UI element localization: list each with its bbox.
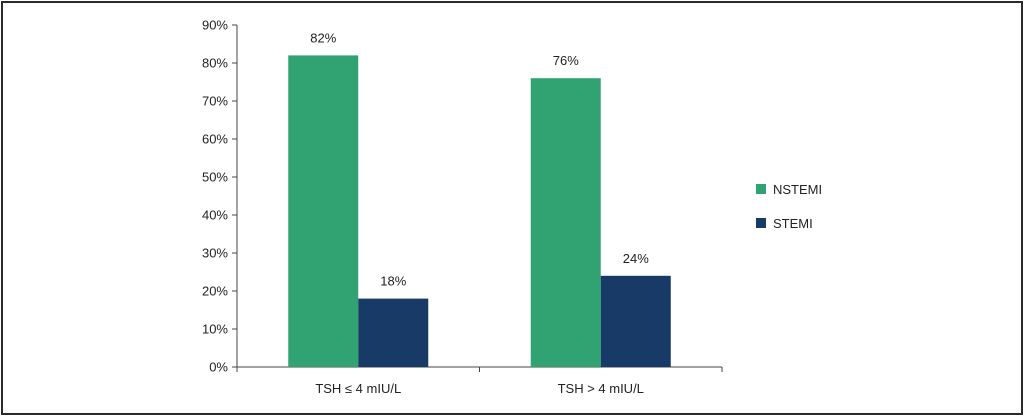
data-label: 76%: [553, 53, 579, 68]
y-tick-label: 60%: [202, 132, 228, 147]
bar-stemi-0: [358, 298, 429, 367]
legend-label-stemi: STEMI: [773, 216, 813, 231]
y-tick-label: 30%: [202, 246, 228, 261]
y-tick-label: 70%: [202, 94, 228, 109]
x-tick-label: TSH ≤ 4 mIU/L: [315, 381, 401, 396]
y-tick-label: 20%: [202, 284, 228, 299]
x-axis: TSH ≤ 4 mIU/L TSH > 4 mIU/L: [236, 366, 723, 396]
bar-nstemi-1: [530, 78, 601, 367]
legend: NSTEMI STEMI: [756, 182, 822, 231]
y-tick-label: 40%: [202, 208, 228, 223]
bars: 82% 18% 76% 24%: [288, 30, 671, 368]
y-tick-label: 80%: [202, 56, 228, 71]
data-label: 24%: [623, 251, 649, 266]
data-label: 18%: [380, 274, 406, 289]
legend-swatch-nstemi: [756, 184, 766, 194]
data-label: 82%: [310, 30, 336, 45]
y-tick-label: 10%: [202, 322, 228, 337]
y-tick-label: 50%: [202, 170, 228, 185]
bar-stemi-1: [600, 275, 671, 367]
y-tick-label: 90%: [202, 18, 228, 33]
legend-label-nstemi: NSTEMI: [773, 182, 822, 197]
x-tick-label: TSH > 4 mIU/L: [558, 381, 644, 396]
y-tick-label: 0%: [209, 360, 228, 375]
y-axis: 0% 10% 20% 30% 40% 50% 60% 70% 80% 90%: [202, 18, 238, 375]
legend-swatch-stemi: [756, 218, 766, 228]
bar-nstemi-0: [288, 55, 359, 368]
